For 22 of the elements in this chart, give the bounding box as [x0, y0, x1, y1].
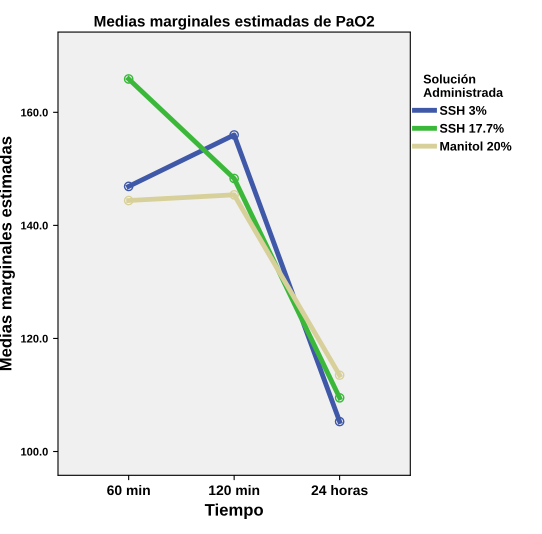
- point: [334, 370, 344, 380]
- x-tick-label: 24 horas: [312, 484, 368, 496]
- x-tick-label: 120 min: [209, 484, 260, 496]
- y-tick-label: 120.0: [21, 334, 48, 343]
- point: [229, 174, 240, 184]
- point: [229, 190, 240, 200]
- legend-label: SSH 3%: [440, 106, 486, 115]
- y-tick-label: 160.0: [21, 108, 48, 116]
- legend-label: Manitol 20%: [440, 141, 512, 151]
- point: [334, 416, 344, 426]
- chart-title: Medias marginales estimadas de PaO2: [94, 15, 374, 30]
- point: [124, 182, 134, 192]
- point: [229, 130, 240, 140]
- x-tick-label: 60 min: [107, 484, 150, 496]
- legend-label: SSH 17.7%: [440, 124, 504, 133]
- point: [124, 74, 134, 84]
- y-tick-label: 100.0: [21, 448, 48, 456]
- point: [124, 196, 134, 206]
- x-axis-title: Tiempo: [204, 503, 263, 520]
- point: [334, 392, 344, 403]
- y-tick-label: 140.0: [21, 222, 48, 230]
- legend-title: Solución Administrada: [423, 74, 504, 97]
